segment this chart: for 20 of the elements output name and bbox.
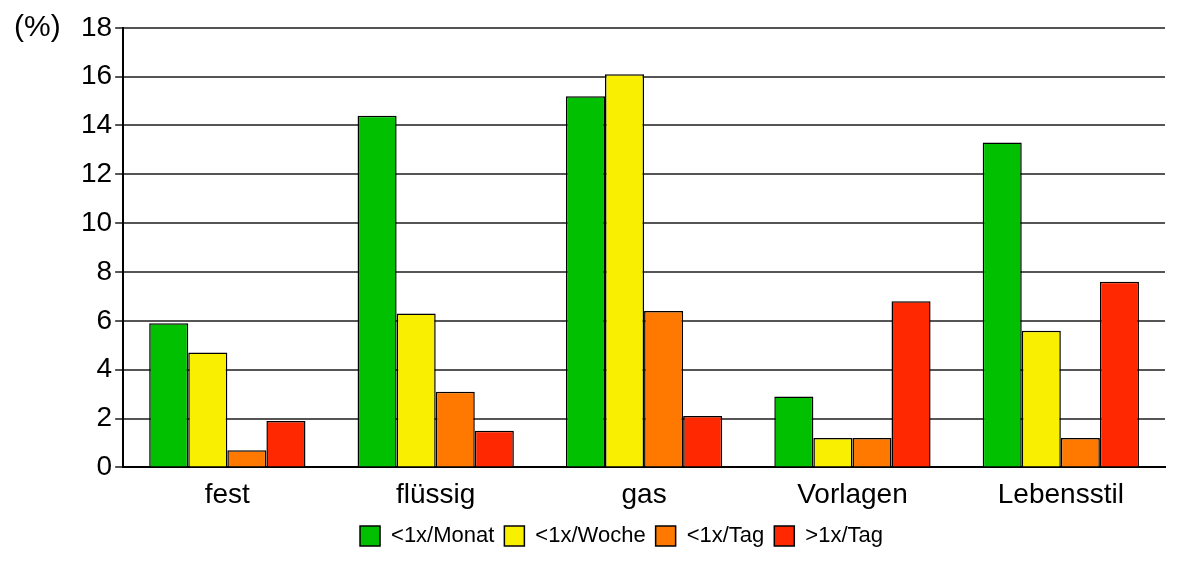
y-tick-label: 18 bbox=[80, 10, 113, 42]
x-tick-label: gas bbox=[621, 477, 667, 509]
y-tick-label: 16 bbox=[80, 59, 113, 91]
x-tick-label: flüssig bbox=[396, 477, 476, 509]
x-tick-label: Lebensstil bbox=[997, 477, 1124, 509]
x-tick-label: Vorlagen bbox=[797, 477, 908, 509]
y-tick-label: 14 bbox=[80, 108, 113, 140]
legend-label: <1x/Woche bbox=[535, 522, 646, 548]
y-axis-title: (%) bbox=[14, 9, 61, 43]
legend-label: <1x/Tag bbox=[686, 522, 765, 548]
y-tick-label: 8 bbox=[96, 254, 113, 286]
y-tick-label: 10 bbox=[80, 205, 113, 237]
x-tick-label: fest bbox=[204, 477, 251, 509]
legend-label: >1x/Tag bbox=[805, 522, 883, 548]
y-tick-label: 4 bbox=[96, 352, 113, 384]
y-tick-label: 12 bbox=[80, 157, 113, 189]
legend-label: <1x/Monat bbox=[391, 522, 495, 548]
y-tick-label: 0 bbox=[96, 450, 113, 482]
y-tick-label: 2 bbox=[96, 401, 113, 433]
y-tick-label: 6 bbox=[96, 303, 113, 335]
